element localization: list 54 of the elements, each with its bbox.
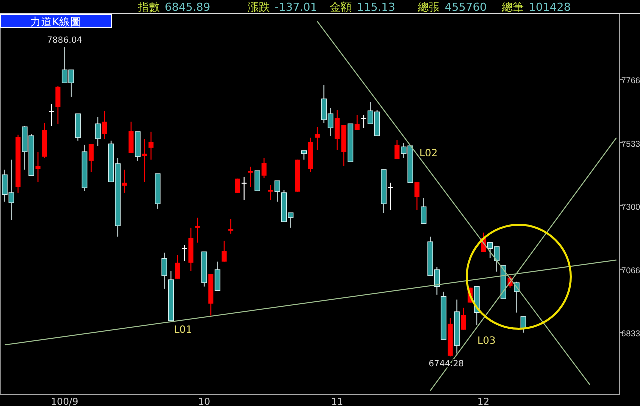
candlestick	[421, 198, 427, 224]
candlestick	[228, 218, 234, 234]
series-label: L02	[420, 148, 438, 160]
candlestick	[235, 178, 240, 194]
candlestick	[268, 184, 274, 201]
candlestick	[95, 116, 101, 147]
candlestick	[314, 126, 320, 151]
candlestick	[75, 114, 81, 142]
candlestick	[128, 121, 134, 154]
y-tick-label: 7066	[622, 265, 640, 276]
candlestick	[354, 114, 360, 131]
series-label: L01	[174, 325, 192, 336]
y-tick-label: 7766	[622, 76, 640, 86]
y-tick-label: 7300	[622, 202, 640, 212]
candlestick	[214, 261, 221, 292]
candlestick	[461, 307, 466, 330]
y-tick-label: 6833	[622, 328, 640, 339]
x-tick-label: 100/9	[51, 397, 79, 406]
x-tick-label: 12	[478, 397, 490, 406]
x-tick-label: 10	[198, 397, 210, 406]
candlestick	[49, 104, 54, 126]
candlestick	[248, 166, 254, 188]
candlestick	[122, 169, 128, 194]
text: 金額 115.13	[330, 1, 396, 14]
y-tick-label: 7533	[622, 138, 640, 149]
text: 漲跌 -137.01	[248, 1, 318, 14]
candlestick	[254, 170, 260, 192]
candlestick	[362, 114, 367, 129]
candlestick	[88, 144, 94, 173]
candlestick	[142, 138, 148, 183]
text: 總筆 101428	[501, 1, 571, 14]
candlestick	[182, 244, 188, 262]
candlestick	[195, 217, 200, 244]
text: 總張 455760	[417, 1, 487, 14]
candlestick	[222, 240, 227, 262]
candlestick	[274, 180, 280, 202]
annotation: 7886.04	[47, 36, 82, 46]
candlestick	[414, 182, 420, 211]
candlestick	[388, 182, 394, 211]
candlestick	[520, 316, 526, 334]
candlestick	[36, 152, 41, 183]
candlestick	[175, 254, 180, 280]
candlestick	[102, 110, 108, 140]
title-box: 力道K線圖	[0, 14, 112, 28]
candlestick	[56, 86, 61, 125]
candlestick	[242, 176, 247, 201]
text: 指數 6845.89	[137, 1, 210, 14]
candlestick	[162, 252, 168, 290]
series-label: L03	[478, 336, 496, 347]
chart-subtitle: 力道K線圖	[30, 16, 82, 28]
candlestick	[148, 131, 154, 160]
x-tick-label: 11	[331, 397, 344, 406]
candlestick	[394, 140, 400, 160]
candlestick	[262, 157, 267, 179]
